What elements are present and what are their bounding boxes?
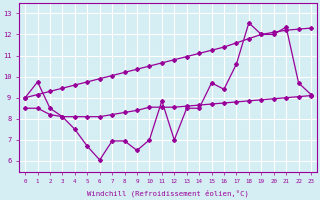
X-axis label: Windchill (Refroidissement éolien,°C): Windchill (Refroidissement éolien,°C) [87,190,249,197]
